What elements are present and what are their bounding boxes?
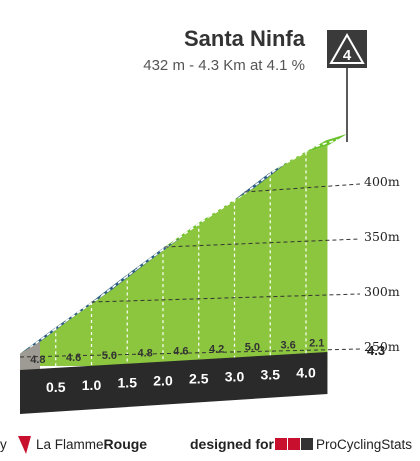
segment-gradient-label: 5.0 (245, 341, 260, 353)
km-label: 4.0 (296, 364, 316, 380)
profile-ridge-line (315, 139, 338, 148)
segment-gradient-label: 2.1 (309, 338, 324, 350)
y-tick-label: 400m (364, 174, 400, 189)
la-flamme-rouge-logo-icon (18, 436, 31, 454)
y-tick-label: 350m (364, 229, 400, 244)
profile-ridge-line (208, 193, 245, 218)
la-flamme-rouge-brand: La FlammeRouge (36, 436, 147, 452)
designed-for-text: designed for (190, 436, 275, 452)
profile-top-segment (306, 133, 348, 153)
elevation-gridline (91, 293, 361, 303)
km-label: 0.5 (46, 379, 66, 395)
segment-gradient-label: 4.2 (209, 343, 224, 355)
footer: y La FlammeRouge designed for ProCycling… (0, 436, 412, 454)
segment-gradient-label: 4.8 (30, 354, 45, 366)
pcs-name: ProCyclingStats (316, 437, 412, 452)
elevation-gridline (244, 183, 361, 193)
profile-ridge-line (29, 320, 67, 349)
category-badge: 4 (327, 30, 367, 68)
category-badge-number: 4 (343, 47, 352, 64)
profile-base-band (20, 352, 328, 414)
km-label: 3.0 (225, 368, 245, 384)
segment-gradient-label: 4.6 (173, 346, 188, 358)
y-tick-label: 300m (364, 284, 400, 299)
climb-stats: 432 m - 4.3 Km at 4.1 % (143, 57, 305, 74)
brand-prefix: La Flamme (36, 437, 104, 452)
profile-ridge-line (101, 267, 138, 297)
profile-ridge-line (65, 295, 102, 322)
y-tick-label: 250m (364, 339, 400, 354)
category-badge-triangle (329, 32, 365, 64)
pcs-logo-icon (275, 438, 313, 450)
total-distance-label: 4.3 (367, 343, 385, 358)
climb-title: Santa Ninfa (184, 26, 306, 51)
km-label: 3.5 (261, 366, 281, 382)
segment-gradient-label: 3.6 (280, 339, 295, 351)
segment-gradient-label: 4.8 (137, 348, 152, 360)
segment-gradient-label: 5.0 (102, 350, 117, 362)
profile-ridge-line (172, 216, 210, 243)
footer-by-text: y (0, 437, 7, 452)
elevation-gridline (19, 348, 361, 358)
km-label: 2.0 (153, 373, 173, 389)
km-label: 2.5 (189, 371, 209, 387)
km-label: 1.0 (82, 377, 102, 393)
profile-front-face (20, 145, 328, 366)
elevation-gridline (164, 238, 361, 248)
brand-suffix: Rouge (104, 436, 148, 452)
segment-gradient-label: 4.6 (66, 352, 81, 364)
km-label: 1.5 (118, 375, 138, 391)
profile-ridge-line (244, 165, 281, 195)
